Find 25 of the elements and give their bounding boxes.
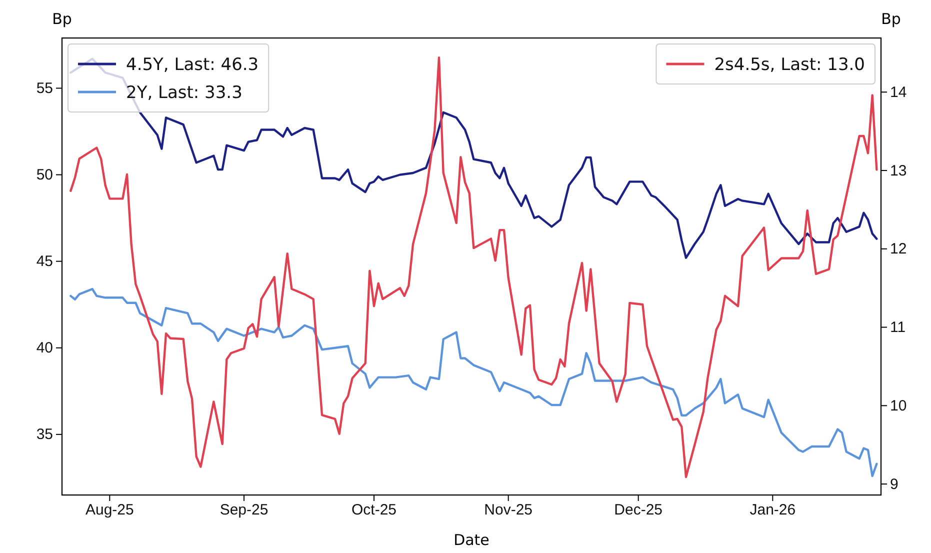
- y-tick-label: 45: [36, 253, 53, 270]
- y2-tick-label: 14: [890, 84, 907, 101]
- y2-tick-label: 13: [890, 162, 907, 180]
- y-tick-label: 40: [36, 340, 53, 357]
- legend-label: 2Y, Last: 33.3: [126, 83, 242, 103]
- x-tick-label: Jan-26: [750, 502, 796, 519]
- x-tick-label: Dec-25: [614, 502, 663, 519]
- y-tick-label: 55: [36, 80, 53, 97]
- y2-tick-label: 12: [890, 240, 907, 258]
- y2-tick-label: 11: [890, 319, 906, 336]
- y-tick-label: 50: [36, 166, 53, 184]
- x-tick-label: Aug-25: [85, 502, 134, 519]
- line-series: [70, 288, 878, 478]
- legend-label: 2s4.5s, Last: 13.0: [714, 55, 865, 75]
- y2-tick-label: 9: [890, 476, 898, 493]
- line-series: [70, 56, 878, 478]
- x-tick-label: Nov-25: [484, 502, 533, 519]
- y-axis-title: Bp: [52, 10, 72, 28]
- x-axis-title: Date: [454, 531, 490, 549]
- legend-label: 4.5Y, Last: 46.3: [126, 55, 259, 75]
- y-tick-label: 35: [36, 426, 53, 444]
- x-tick-label: Sep-25: [220, 502, 268, 519]
- y2-tick-label: 10: [890, 397, 907, 414]
- y2-axis-title: Bp: [881, 10, 901, 28]
- x-tick-label: Oct-25: [351, 502, 397, 519]
